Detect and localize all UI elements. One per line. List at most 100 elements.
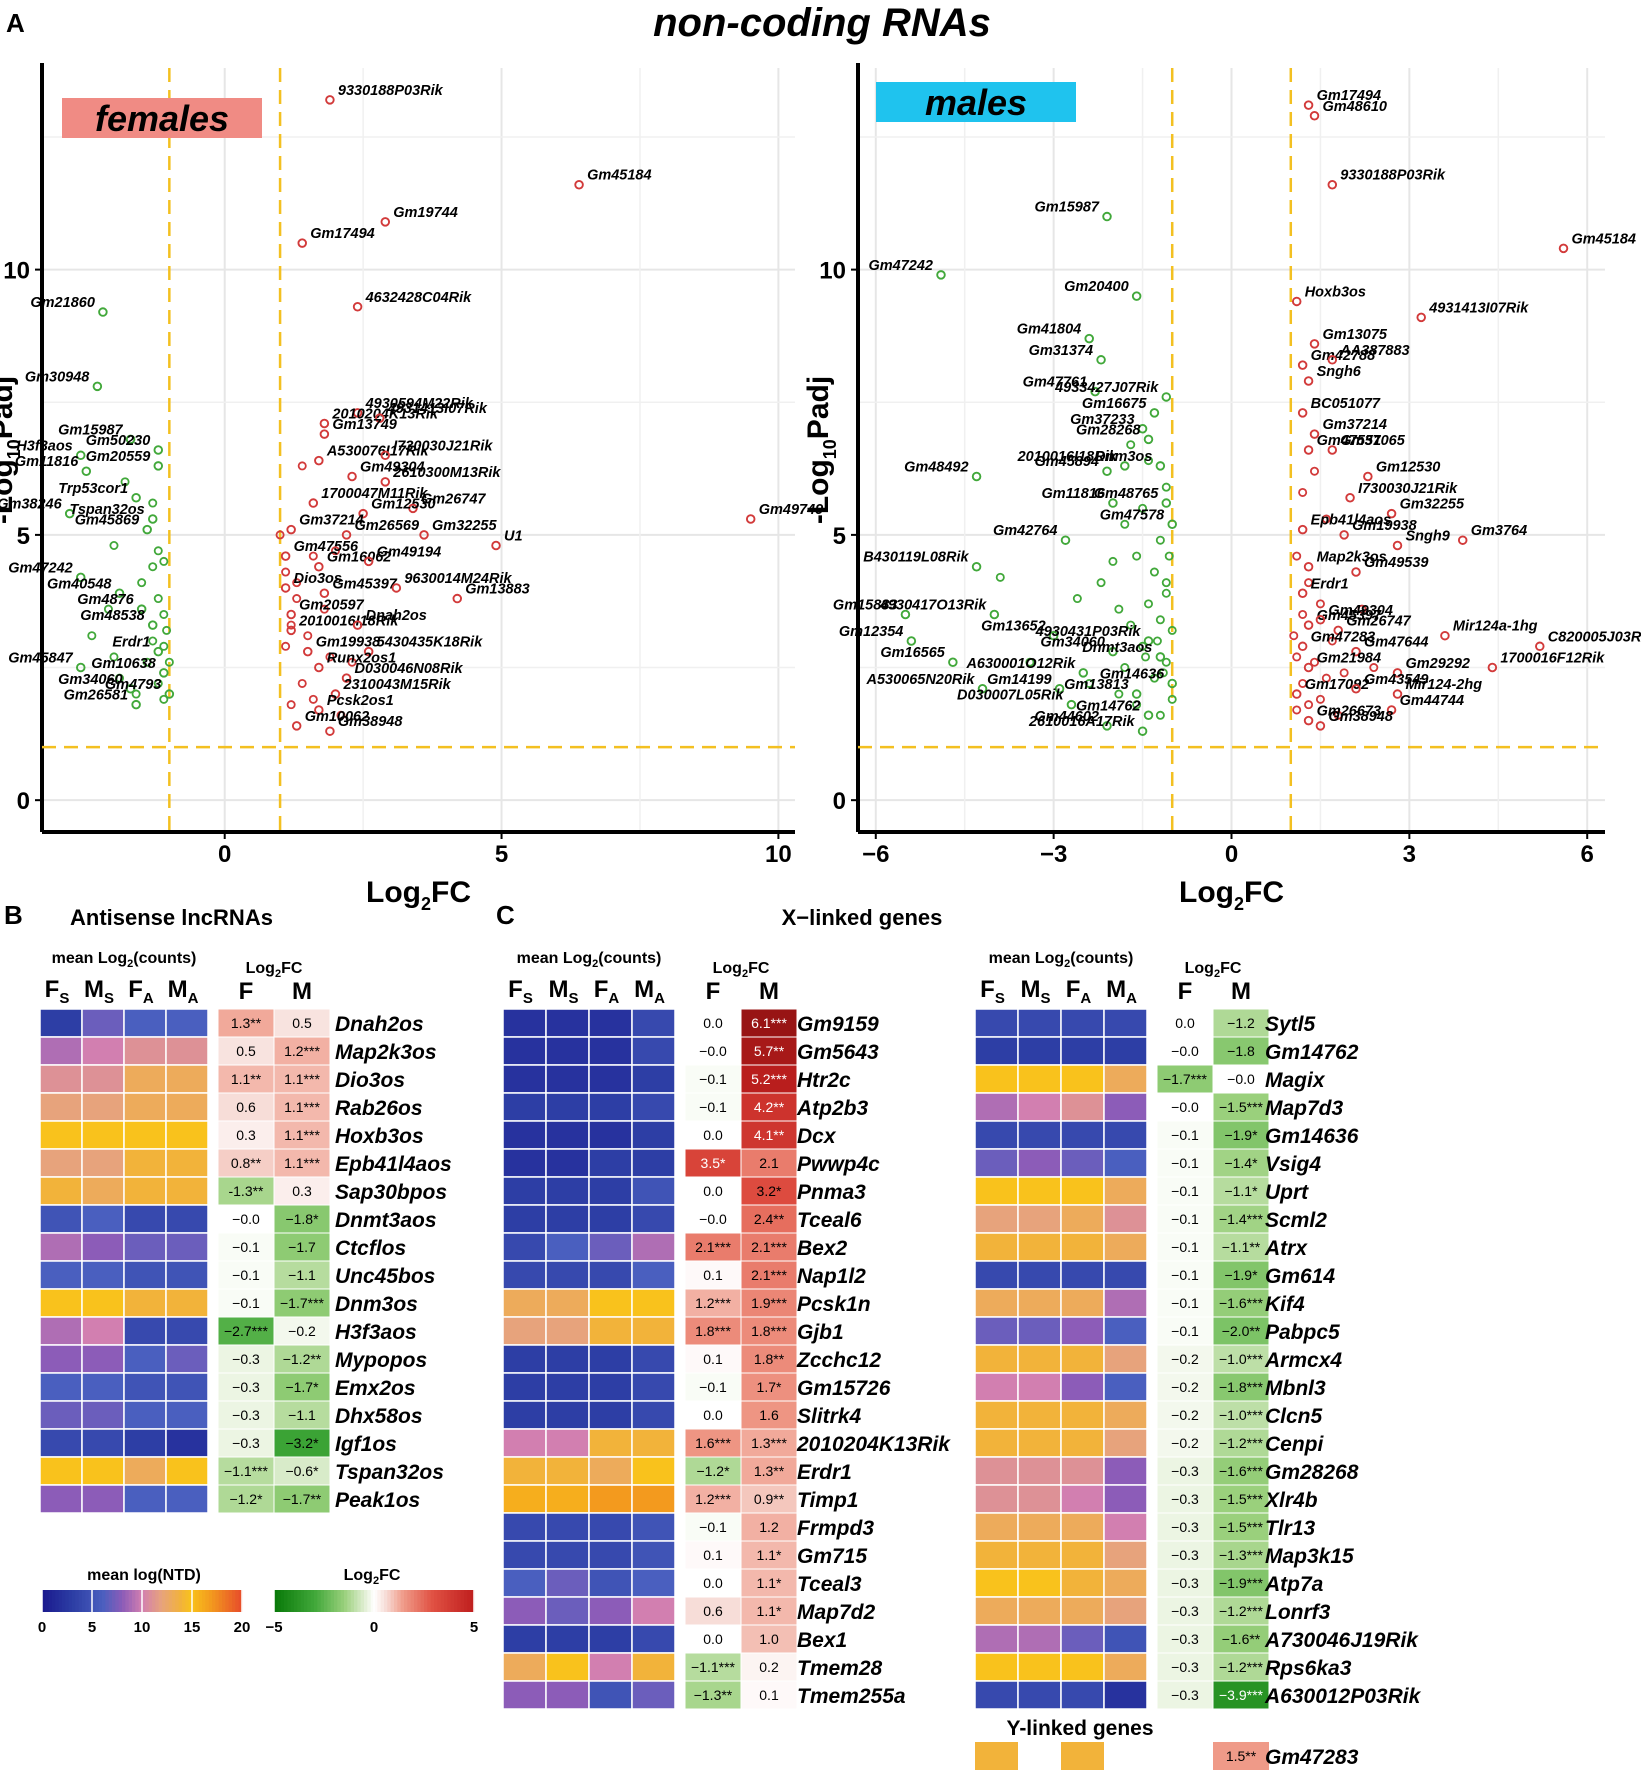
column-header: FA bbox=[128, 976, 154, 1007]
legend-counts-tick-label: 5 bbox=[88, 1619, 96, 1636]
counts-header: mean Log2(counts) bbox=[52, 950, 197, 970]
data-point bbox=[159, 641, 169, 651]
fc-cell-f bbox=[684, 1288, 742, 1318]
heatmap-cell bbox=[588, 1344, 633, 1374]
point-label: Gm28268 bbox=[1076, 422, 1141, 438]
data-point bbox=[989, 609, 1000, 620]
legend-counts-swatch bbox=[232, 1590, 236, 1612]
fc-value-f: −0.3 bbox=[232, 1407, 260, 1423]
fc-value-m: −1.0*** bbox=[1219, 1351, 1264, 1367]
fc-cell-m bbox=[273, 1036, 331, 1066]
fc-value-f: 0.5 bbox=[236, 1043, 256, 1059]
y-linked-gene-label: Gm47283 bbox=[1265, 1746, 1359, 1769]
y-linked-fc-value: 1.5** bbox=[1226, 1748, 1257, 1764]
data-point bbox=[352, 302, 363, 312]
data-point bbox=[1149, 408, 1160, 418]
data-point bbox=[1292, 652, 1302, 662]
fc-value-m: −1.8* bbox=[285, 1211, 319, 1227]
point-label: Gm13749 bbox=[332, 417, 397, 433]
point-label: Mir124a-1hg bbox=[1453, 619, 1538, 635]
heatmap-cell bbox=[631, 1400, 676, 1430]
point-label: Gm45397 bbox=[332, 576, 397, 592]
heatmap-cell bbox=[1017, 1092, 1062, 1122]
heatmap-cell bbox=[588, 1008, 633, 1038]
data-point bbox=[391, 583, 402, 593]
data-point bbox=[1132, 700, 1142, 710]
point-label: Gm20400 bbox=[1064, 279, 1129, 295]
heatmap-cell bbox=[1103, 1652, 1148, 1682]
panel-b-letter: B bbox=[4, 900, 23, 930]
data-point bbox=[325, 652, 335, 662]
legend-counts-swatch bbox=[48, 1590, 53, 1612]
heatmap-cell bbox=[545, 1484, 590, 1514]
fc-cell-f bbox=[1156, 1120, 1214, 1150]
point-label: Gm45184 bbox=[1572, 231, 1637, 247]
heatmap-cell bbox=[631, 1036, 676, 1066]
data-point bbox=[1025, 657, 1035, 667]
data-point bbox=[341, 530, 352, 540]
point-label: Gm47761 bbox=[1023, 375, 1088, 391]
point-label: D030046N08Rik bbox=[355, 661, 464, 677]
data-point bbox=[1108, 556, 1118, 566]
fc-cell-f bbox=[684, 1260, 742, 1290]
data-point bbox=[380, 217, 391, 227]
data-point bbox=[1333, 710, 1343, 720]
data-point bbox=[87, 631, 97, 641]
x-tick-label: 0 bbox=[1225, 841, 1238, 868]
data-point bbox=[1161, 657, 1171, 667]
data-point bbox=[1298, 609, 1308, 619]
data-point bbox=[363, 556, 374, 567]
fc-cell-m bbox=[1212, 1372, 1270, 1402]
gene-label: Vsig4 bbox=[1265, 1153, 1321, 1176]
legend-counts-swatch bbox=[82, 1590, 86, 1612]
legend-fc-swatch bbox=[277, 1590, 282, 1612]
heatmap-cell bbox=[1060, 1652, 1105, 1682]
data-point bbox=[64, 508, 75, 519]
fc-value-f: −0.1 bbox=[1171, 1295, 1199, 1311]
fc-value-m: 2.1*** bbox=[751, 1267, 787, 1283]
heatmap-cell bbox=[974, 1652, 1019, 1682]
data-point bbox=[1072, 594, 1082, 604]
gene-label: 2010204K13Rik bbox=[796, 1433, 951, 1456]
data-point bbox=[1351, 646, 1361, 657]
point-label: B430119L08Rik bbox=[863, 550, 969, 566]
y-tick-label: 5 bbox=[833, 523, 846, 550]
counts-header: mean Log2(counts) bbox=[517, 950, 662, 970]
fc-cell-m bbox=[1212, 1176, 1270, 1206]
fc-value-m: 4.2** bbox=[754, 1099, 785, 1115]
heatmap-cell bbox=[974, 1260, 1019, 1290]
fc-value-m: −1.2 bbox=[1227, 1015, 1255, 1031]
point-label: Pcsk2os1 bbox=[327, 693, 394, 709]
gene-label: Mbnl3 bbox=[1265, 1377, 1326, 1400]
data-point bbox=[81, 466, 92, 476]
legend-fc-swatch bbox=[294, 1590, 298, 1612]
fc-value-f: −0.1 bbox=[1171, 1323, 1199, 1339]
gene-label: Clcn5 bbox=[1265, 1405, 1323, 1428]
heatmap-cell bbox=[588, 1428, 633, 1458]
heatmap-cell bbox=[123, 1316, 167, 1346]
gene-label: Atp7a bbox=[1264, 1573, 1324, 1596]
fc-value-f: 0.0 bbox=[1175, 1015, 1195, 1031]
legend-counts-swatch bbox=[162, 1590, 166, 1612]
heatmap-antisense-lncrnas: mean Log2(counts) Log2FC FS MS FA MA F M 1.3** 0.… bbox=[39, 950, 452, 1514]
fc-value-f: −0.2 bbox=[1171, 1379, 1199, 1395]
heatmap-cell bbox=[165, 1148, 209, 1178]
fc-value-m: 1.3*** bbox=[751, 1435, 787, 1451]
data-point bbox=[1289, 631, 1299, 641]
point-label: Gm16062 bbox=[327, 550, 392, 566]
fc-value-f: −0.3 bbox=[1171, 1491, 1199, 1507]
point-label: Gm21984 bbox=[1317, 651, 1382, 667]
point-label: 5430435K18Rik bbox=[377, 635, 484, 651]
point-label: Gm11816 bbox=[15, 454, 79, 470]
data-point bbox=[131, 689, 141, 699]
fc-value-m: 0.1 bbox=[759, 1687, 779, 1703]
data-point bbox=[280, 551, 291, 561]
heatmap-cell bbox=[165, 1372, 209, 1402]
data-point bbox=[1535, 641, 1545, 652]
data-point bbox=[419, 530, 429, 540]
fc-value-m: −1.0*** bbox=[1219, 1407, 1264, 1423]
data-point bbox=[1114, 604, 1124, 614]
data-point bbox=[971, 561, 982, 572]
column-header: MA bbox=[1106, 976, 1137, 1007]
heatmap-cell bbox=[502, 1064, 547, 1094]
